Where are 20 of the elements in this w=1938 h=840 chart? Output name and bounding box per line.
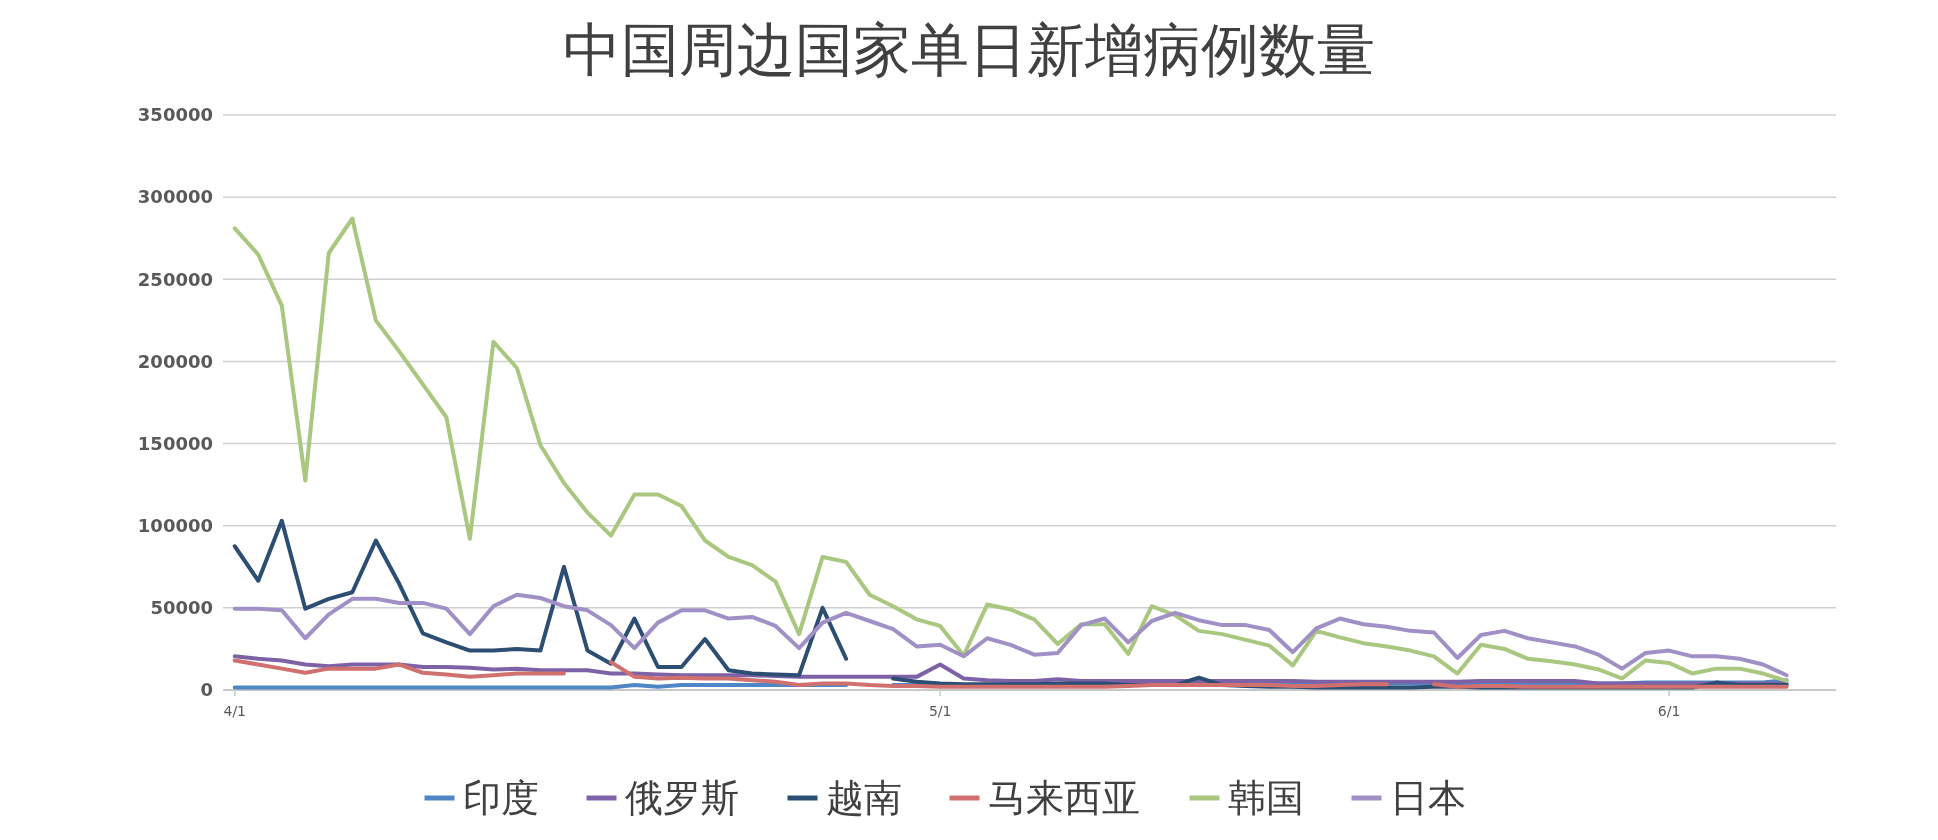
y-tick-label: 0 [200,679,213,701]
line-series [232,592,1789,678]
y-tick-label: 300000 [137,186,213,208]
y-tick-label: 250000 [137,268,213,290]
legend-label: 日本 [1389,776,1466,821]
chart-title: 中国周边国家单日新增病例数量 [563,16,1375,84]
line-series [232,216,1789,683]
legend-label: 越南 [825,776,902,821]
x-tick-label: 4/1 [223,703,247,719]
y-tick-label: 200000 [137,350,213,372]
x-tick-label: 5/1 [928,703,952,719]
legend-label: 马来西亚 [987,776,1140,821]
legend-label: 韩国 [1227,776,1304,821]
y-tick-label: 50000 [150,597,213,619]
legend-label: 印度 [462,776,539,821]
legend-label: 俄罗斯 [624,776,739,821]
y-tick-label: 150000 [137,432,213,454]
y-tick-label: 350000 [137,104,213,126]
y-tick-label: 100000 [137,515,213,537]
x-tick-label: 6/1 [1657,703,1681,719]
